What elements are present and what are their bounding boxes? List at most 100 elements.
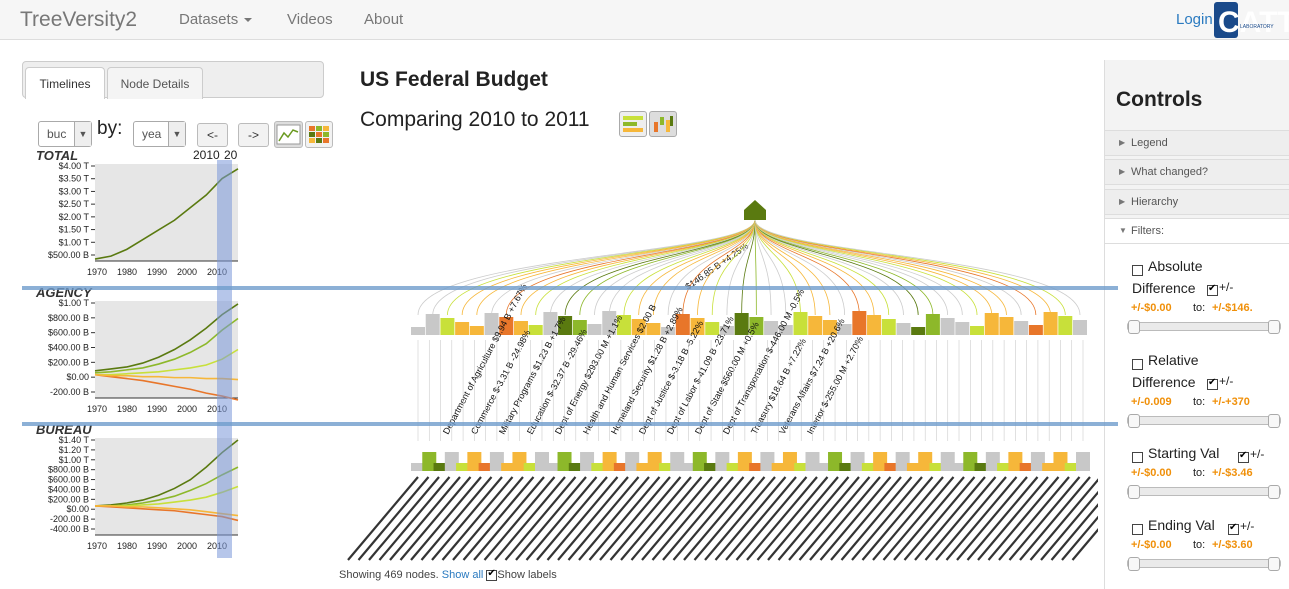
budget-tree[interactable]: $146.85 B +4.25%Department of Agricultur… (338, 195, 1098, 563)
slider-min-handle[interactable] (1128, 485, 1140, 499)
bureau-label-texture (714, 476, 787, 561)
relative-difference-slider[interactable] (1127, 414, 1281, 428)
tree-view-button[interactable] (649, 111, 677, 137)
tab-node-details[interactable]: Node Details (107, 67, 203, 99)
bureau-label-texture (525, 476, 598, 561)
timeline-series-line (94, 168, 239, 260)
timeline-xtick: 2000 (177, 541, 197, 551)
tree-link (754, 219, 757, 316)
bureau-node (1064, 463, 1079, 471)
bureau-label-texture (1040, 490, 1098, 561)
legend-section-header[interactable]: ▶ Legend (1105, 130, 1289, 156)
nav-about[interactable]: About (364, 11, 404, 28)
what-changed-section-header[interactable]: ▶ What changed? (1105, 159, 1289, 185)
ending-val-from: +/-$0.00 (1131, 539, 1172, 551)
caret-right-icon: ▶ (1119, 197, 1126, 206)
bureau-node (704, 463, 719, 471)
bureau-label-texture (924, 476, 997, 561)
slider-max-handle[interactable] (1268, 485, 1280, 499)
starting-val-pm-checkbox[interactable] (1238, 450, 1249, 463)
tree-link (682, 219, 756, 316)
slider-max-handle[interactable] (1268, 557, 1280, 571)
relative-difference-pm-checkbox[interactable] (1207, 377, 1218, 390)
bureau-label-texture (998, 476, 1070, 561)
show-all-link[interactable]: Show all (441, 569, 484, 581)
login-link[interactable]: Login (1176, 11, 1213, 28)
bureau-label-texture (756, 476, 829, 561)
treemap-view-button[interactable] (619, 111, 647, 137)
slider-max-handle[interactable] (1268, 320, 1280, 334)
bureau-label-texture (473, 476, 545, 561)
tree-link (564, 219, 756, 316)
bureau-node (422, 452, 437, 471)
tree-link (754, 219, 1081, 316)
slider-min-handle[interactable] (1128, 414, 1140, 428)
ending-val-checkbox[interactable] (1132, 524, 1143, 535)
slider-min-handle[interactable] (1128, 557, 1140, 571)
controls-title: Controls (1116, 88, 1203, 111)
timeline-ytick: $600.00 B (48, 475, 89, 485)
ending-val-slider[interactable] (1127, 557, 1281, 571)
timeline-xtick: 1990 (147, 404, 167, 414)
tab-timelines[interactable]: Timelines (25, 67, 105, 99)
timeline-ytick: $0.00 (66, 372, 89, 382)
timeline-ytick: $200.00 B (48, 357, 89, 367)
prev-year-button[interactable]: <- (197, 123, 228, 147)
slider-max-handle[interactable] (1268, 414, 1280, 428)
absolute-difference-from: +/-$0.00 (1131, 302, 1172, 314)
bureau-label-texture (368, 476, 440, 561)
absolute-difference-pm-label: +/- (1219, 280, 1234, 294)
measure-select[interactable]: buc ▼ (38, 121, 92, 147)
filters-body: Absolute Difference +/- +/-$0.00 to: +/-… (1105, 244, 1289, 589)
bureau-label-texture (399, 476, 472, 561)
bureau-node (816, 463, 831, 471)
slider-min-handle[interactable] (1128, 320, 1140, 334)
bureau-label-texture (893, 476, 965, 561)
bureau-node (794, 463, 809, 471)
relative-difference-to: +/-+370 (1212, 396, 1250, 408)
bureau-label-texture (651, 476, 724, 561)
tree-link (461, 219, 756, 316)
nav-datasets[interactable]: Datasets (179, 11, 253, 28)
next-year-button[interactable]: -> (238, 123, 269, 147)
ending-val-to-label: to: (1193, 539, 1206, 551)
bureau-label-texture (819, 476, 892, 561)
show-labels-checkbox[interactable] (486, 568, 498, 581)
bureau-label-texture (588, 476, 661, 561)
period-select[interactable]: yea ▼ (133, 121, 186, 147)
bureau-node (602, 452, 617, 471)
timeline-ytick: $4.00 T (59, 161, 90, 171)
timeline-plot-bg (95, 438, 238, 535)
absolute-difference-pm-checkbox[interactable] (1207, 283, 1218, 296)
nav-videos[interactable]: Videos (287, 11, 333, 28)
tree-link (754, 219, 890, 316)
agency-node (1028, 325, 1043, 335)
caret-down-icon (244, 18, 253, 23)
timeline-ytick: $0.00 (66, 504, 89, 514)
ending-val-pm-checkbox[interactable] (1228, 522, 1239, 535)
bureau-label-texture (914, 476, 986, 561)
timeline-series-line (94, 373, 239, 401)
chevron-down-icon: ▼ (168, 122, 185, 146)
agency-node (1073, 320, 1087, 335)
filters-section-header[interactable]: ▼ Filters: (1105, 218, 1289, 244)
agency-node (440, 318, 455, 335)
relative-difference-checkbox[interactable] (1132, 359, 1143, 370)
heatmap-mode-button[interactable] (305, 121, 333, 148)
agency-node (690, 318, 705, 335)
absolute-difference-checkbox[interactable] (1132, 265, 1143, 276)
starting-val-checkbox[interactable] (1132, 452, 1143, 463)
bureau-label-texture (830, 476, 902, 561)
absolute-difference-slider[interactable] (1127, 320, 1281, 334)
ending-val-pm-label: +/- (1240, 519, 1255, 533)
bureau-node (591, 463, 606, 471)
agency-node (602, 311, 617, 335)
brand-title[interactable]: TreeVersity2 (20, 8, 138, 31)
line-chart-mode-button[interactable] (274, 121, 303, 148)
starting-val-slider[interactable] (1127, 485, 1281, 499)
bureau-label-texture (483, 476, 556, 561)
bureau-node (805, 452, 820, 471)
tree-link (579, 219, 756, 316)
tree-link (505, 219, 756, 316)
hierarchy-section-header[interactable]: ▶ Hierarchy (1105, 189, 1289, 215)
